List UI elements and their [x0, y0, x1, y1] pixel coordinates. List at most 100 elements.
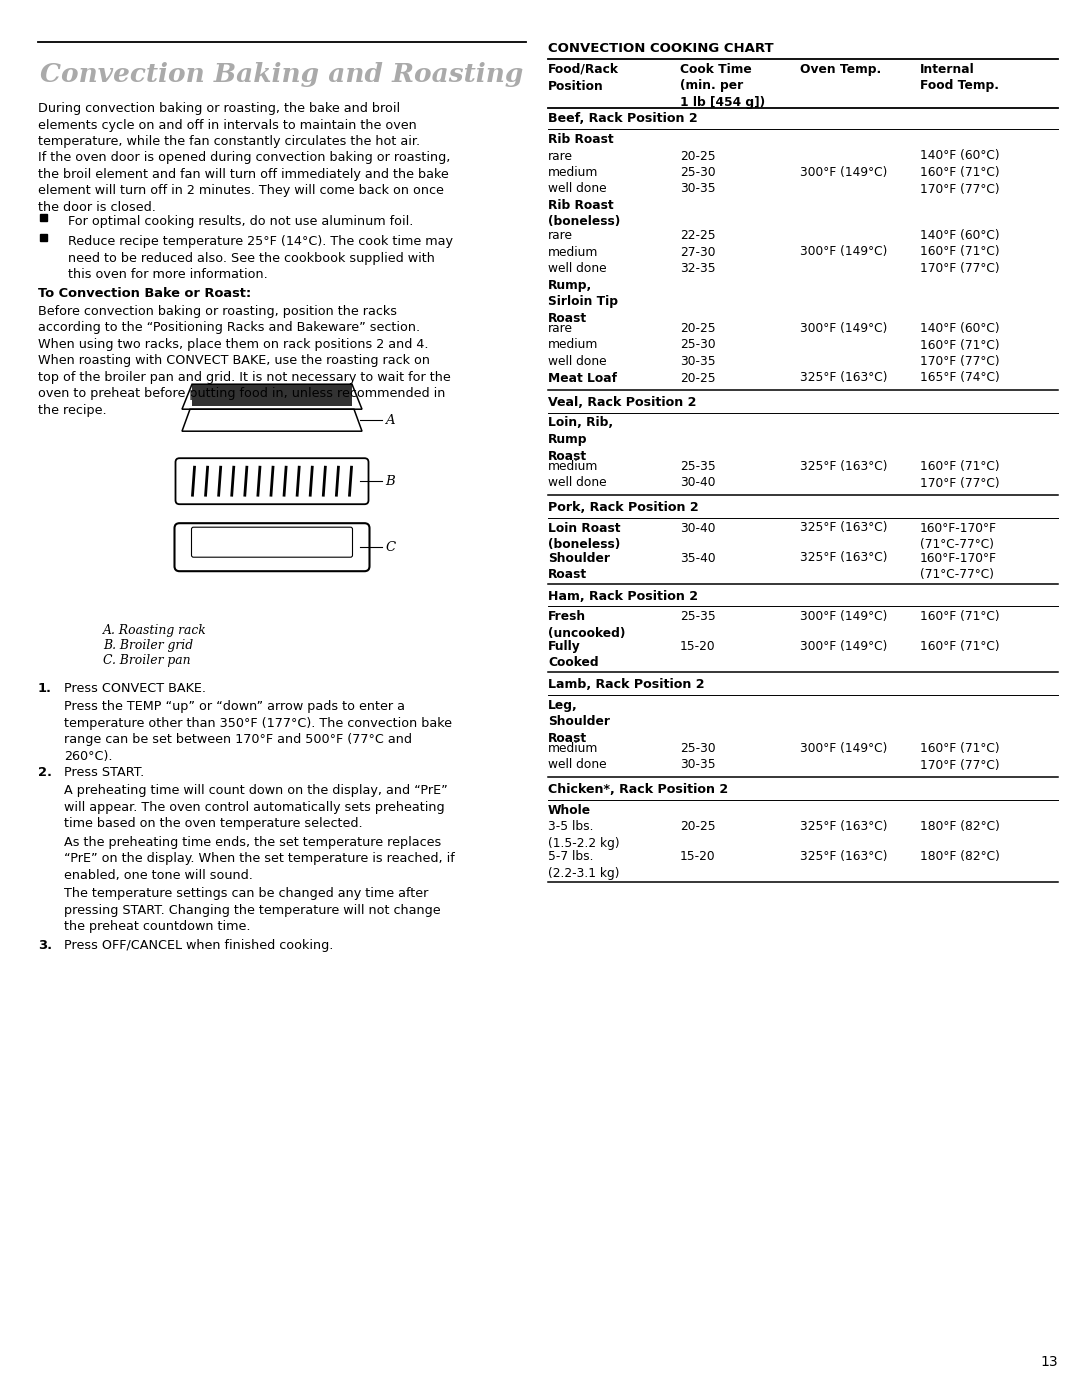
Text: 1.: 1.	[38, 682, 52, 694]
Text: Loin, Rib,
Rump
Roast: Loin, Rib, Rump Roast	[548, 416, 613, 462]
FancyBboxPatch shape	[192, 384, 352, 387]
FancyBboxPatch shape	[192, 395, 352, 400]
Text: 32-35: 32-35	[680, 263, 716, 275]
Text: When roasting with CONVECT BAKE, use the roasting rack on
top of the broiler pan: When roasting with CONVECT BAKE, use the…	[38, 353, 450, 416]
Text: During convection baking or roasting, the bake and broil
elements cycle on and o: During convection baking or roasting, th…	[38, 102, 420, 148]
Text: 160°F-170°F
(71°C-77°C): 160°F-170°F (71°C-77°C)	[920, 521, 997, 550]
Text: 20-25: 20-25	[680, 372, 716, 384]
Text: Fresh
(uncooked): Fresh (uncooked)	[548, 610, 625, 640]
Text: 160°F (71°C): 160°F (71°C)	[920, 640, 1000, 652]
FancyBboxPatch shape	[192, 388, 352, 391]
Text: 170°F (77°C): 170°F (77°C)	[920, 476, 1000, 489]
Text: 160°F (71°C): 160°F (71°C)	[920, 166, 1000, 179]
Text: well done: well done	[548, 476, 607, 489]
Text: 160°F (71°C): 160°F (71°C)	[920, 246, 1000, 258]
Text: Press CONVECT BAKE.: Press CONVECT BAKE.	[64, 682, 206, 694]
Text: 25-30: 25-30	[680, 742, 716, 754]
Text: A. Roasting rack: A. Roasting rack	[103, 624, 206, 637]
Text: 20-25: 20-25	[680, 149, 716, 162]
Text: 140°F (60°C): 140°F (60°C)	[920, 321, 1000, 335]
FancyBboxPatch shape	[192, 401, 352, 404]
Text: A preheating time will count down on the display, and “PrE”
will appear. The ove: A preheating time will count down on the…	[64, 784, 448, 830]
Text: medium: medium	[548, 246, 598, 258]
Text: 325°F (163°C): 325°F (163°C)	[800, 849, 888, 863]
Text: Press START.: Press START.	[64, 766, 145, 778]
Text: 325°F (163°C): 325°F (163°C)	[800, 372, 888, 384]
Text: 300°F (149°C): 300°F (149°C)	[800, 166, 888, 179]
Text: 22-25: 22-25	[680, 229, 716, 242]
Text: 30-35: 30-35	[680, 183, 716, 196]
Text: 35-40: 35-40	[680, 552, 716, 564]
Text: well done: well done	[548, 759, 607, 771]
Text: 160°F-170°F
(71°C-77°C): 160°F-170°F (71°C-77°C)	[920, 552, 997, 581]
Text: The temperature settings can be changed any time after
pressing START. Changing : The temperature settings can be changed …	[64, 887, 441, 933]
Text: Convection Baking and Roasting: Convection Baking and Roasting	[40, 61, 524, 87]
Text: 15-20: 15-20	[680, 849, 716, 863]
Text: 325°F (163°C): 325°F (163°C)	[800, 460, 888, 474]
Text: Rib Roast: Rib Roast	[548, 133, 613, 147]
Text: Fully
Cooked: Fully Cooked	[548, 640, 598, 669]
Text: Internal
Food Temp.: Internal Food Temp.	[920, 63, 999, 92]
Text: 25-35: 25-35	[680, 460, 716, 474]
Text: 300°F (149°C): 300°F (149°C)	[800, 610, 888, 623]
Text: 30-40: 30-40	[680, 476, 715, 489]
Text: 15-20: 15-20	[680, 640, 716, 652]
Text: well done: well done	[548, 183, 607, 196]
Text: CONVECTION COOKING CHART: CONVECTION COOKING CHART	[548, 42, 773, 54]
Text: 140°F (60°C): 140°F (60°C)	[920, 229, 1000, 242]
Text: 325°F (163°C): 325°F (163°C)	[800, 552, 888, 564]
Text: 325°F (163°C): 325°F (163°C)	[800, 521, 888, 535]
Text: 30-40: 30-40	[680, 521, 715, 535]
Text: 160°F (71°C): 160°F (71°C)	[920, 742, 1000, 754]
Text: 170°F (77°C): 170°F (77°C)	[920, 183, 1000, 196]
FancyBboxPatch shape	[192, 398, 352, 401]
Text: medium: medium	[548, 338, 598, 352]
Text: Press the TEMP “up” or “down” arrow pads to enter a
temperature other than 350°F: Press the TEMP “up” or “down” arrow pads…	[64, 700, 453, 763]
Text: 170°F (77°C): 170°F (77°C)	[920, 263, 1000, 275]
Text: Before convection baking or roasting, position the racks
according to the “Posit: Before convection baking or roasting, po…	[38, 305, 429, 351]
Text: Shoulder
Roast: Shoulder Roast	[548, 552, 610, 581]
Text: Lamb, Rack Position 2: Lamb, Rack Position 2	[548, 678, 704, 692]
Text: 300°F (149°C): 300°F (149°C)	[800, 246, 888, 258]
Text: Chicken*, Rack Position 2: Chicken*, Rack Position 2	[548, 782, 728, 796]
FancyBboxPatch shape	[192, 404, 352, 407]
Text: 25-35: 25-35	[680, 610, 716, 623]
Text: 30-35: 30-35	[680, 759, 716, 771]
Text: C. Broiler pan: C. Broiler pan	[103, 654, 191, 666]
Text: Beef, Rack Position 2: Beef, Rack Position 2	[548, 113, 698, 126]
Text: 3.: 3.	[38, 939, 52, 951]
Text: 300°F (149°C): 300°F (149°C)	[800, 321, 888, 335]
Text: well done: well done	[548, 355, 607, 367]
Text: B: B	[384, 475, 395, 488]
Text: As the preheating time ends, the set temperature replaces
“PrE” on the display. : As the preheating time ends, the set tem…	[64, 835, 455, 882]
Text: rare: rare	[548, 321, 573, 335]
FancyBboxPatch shape	[175, 524, 369, 571]
Text: Veal, Rack Position 2: Veal, Rack Position 2	[548, 395, 697, 409]
Text: 170°F (77°C): 170°F (77°C)	[920, 759, 1000, 771]
Text: 20-25: 20-25	[680, 321, 716, 335]
Text: 3-5 lbs.
(1.5-2.2 kg): 3-5 lbs. (1.5-2.2 kg)	[548, 820, 620, 849]
Text: 180°F (82°C): 180°F (82°C)	[920, 820, 1000, 833]
Text: Ham, Rack Position 2: Ham, Rack Position 2	[548, 590, 698, 602]
Text: 13: 13	[1040, 1355, 1058, 1369]
Text: rare: rare	[548, 149, 573, 162]
Text: medium: medium	[548, 460, 598, 474]
Text: Loin Roast
(boneless): Loin Roast (boneless)	[548, 521, 621, 550]
Text: For optimal cooking results, do not use aluminum foil.: For optimal cooking results, do not use …	[68, 215, 414, 228]
Bar	[40, 235, 48, 242]
Text: Oven Temp.: Oven Temp.	[800, 63, 881, 75]
FancyBboxPatch shape	[192, 391, 352, 394]
FancyBboxPatch shape	[191, 527, 352, 557]
Text: Press OFF/CANCEL when finished cooking.: Press OFF/CANCEL when finished cooking.	[64, 939, 334, 951]
Bar	[40, 214, 48, 221]
Text: 25-30: 25-30	[680, 166, 716, 179]
Text: Food/Rack
Position: Food/Rack Position	[548, 63, 619, 92]
Text: Rib Roast
(boneless): Rib Roast (boneless)	[548, 198, 620, 229]
Text: 2.: 2.	[38, 766, 52, 778]
Text: C: C	[384, 541, 395, 553]
Text: 165°F (74°C): 165°F (74°C)	[920, 372, 1000, 384]
Text: 20-25: 20-25	[680, 820, 716, 833]
Text: 30-35: 30-35	[680, 355, 716, 367]
Text: 25-30: 25-30	[680, 338, 716, 352]
Text: medium: medium	[548, 742, 598, 754]
